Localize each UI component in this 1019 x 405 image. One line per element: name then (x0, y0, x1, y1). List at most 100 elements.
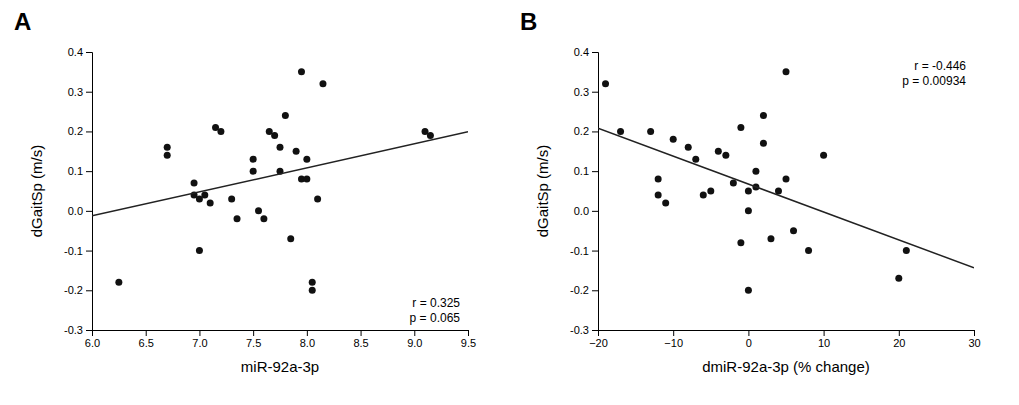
point (722, 152, 729, 159)
x-axis: −20−100102030 (589, 330, 980, 349)
point (250, 156, 257, 163)
tick-mark (86, 131, 92, 132)
point (164, 144, 171, 151)
tick: 0.3 (68, 86, 92, 98)
tick-mark (974, 330, 975, 336)
point (903, 247, 910, 254)
x-axis-line (599, 331, 975, 337)
tick-mark (592, 52, 598, 53)
point (314, 195, 321, 202)
tick-label: 0.1 (574, 165, 589, 177)
tick-mark (592, 131, 598, 132)
tick-mark (86, 92, 92, 93)
tick-mark (86, 211, 92, 212)
tick-label: 0.3 (574, 86, 589, 98)
tick-mark (86, 171, 92, 172)
point (752, 168, 759, 175)
point (255, 207, 262, 214)
regression-line (92, 132, 468, 216)
tick-label: 0.0 (68, 205, 83, 217)
point (707, 188, 714, 195)
point (298, 68, 305, 75)
tick: 10 (818, 330, 830, 349)
tick-label: 0.2 (574, 125, 589, 137)
tick-label: 30 (968, 337, 980, 349)
y-axis-title: dGaitSp (m/s) (28, 145, 45, 238)
tick: 0.2 (574, 125, 598, 137)
tick-mark (253, 330, 254, 336)
point (692, 156, 699, 163)
tick-label: 0.1 (68, 165, 83, 177)
y-axis-line (592, 53, 599, 331)
point (196, 247, 203, 254)
point (715, 148, 722, 155)
point (685, 144, 692, 151)
tick: -0.2 (570, 284, 598, 296)
tick-label: 6.0 (85, 337, 100, 349)
tick: 0.1 (574, 165, 598, 177)
point (309, 287, 316, 294)
tick: 0.0 (574, 205, 598, 217)
x-axis: 6.06.57.07.58.08.59.09.5 (85, 330, 476, 349)
marks (92, 68, 468, 293)
point (250, 168, 257, 175)
point (309, 279, 316, 286)
tick: 0.2 (68, 125, 92, 137)
tick: 6.5 (139, 330, 154, 349)
tick: 6.0 (85, 330, 100, 349)
tick-label: 9.0 (407, 337, 422, 349)
tick-mark (592, 330, 598, 331)
point (745, 287, 752, 294)
tick-label: 9.5 (461, 337, 476, 349)
point (303, 156, 310, 163)
tick: −20 (589, 330, 608, 349)
tick: 30 (968, 330, 980, 349)
tick-label: 10 (818, 337, 830, 349)
point (164, 152, 171, 159)
x-axis-line (93, 331, 469, 337)
tick-label: -0.3 (64, 324, 83, 336)
point (234, 215, 241, 222)
tick-label: 0.4 (574, 46, 589, 58)
tick-label: -0.1 (64, 245, 83, 257)
tick-label: −20 (589, 337, 608, 349)
point (303, 176, 310, 183)
point (271, 132, 278, 139)
tick-mark (673, 330, 674, 336)
point (670, 136, 677, 143)
point (617, 128, 624, 135)
tick-mark (592, 211, 598, 212)
point (602, 80, 609, 87)
tick-label: 6.5 (139, 337, 154, 349)
panel-label: B (520, 8, 537, 35)
tick-mark (361, 330, 362, 336)
tick-label: 8.0 (300, 337, 315, 349)
point (737, 239, 744, 246)
tick: 7.5 (246, 330, 261, 349)
point (655, 191, 662, 198)
point (228, 195, 235, 202)
tick-label: 0 (746, 337, 752, 349)
tick: 9.0 (407, 330, 422, 349)
point (790, 227, 797, 234)
point (115, 279, 122, 286)
tick-mark (592, 290, 598, 291)
tick: 9.5 (461, 330, 476, 349)
tick-mark (592, 171, 598, 172)
point (745, 207, 752, 214)
annotation-line: p = 0.00934 (902, 74, 966, 88)
panel: −20−100102030-0.3-0.2-0.10.00.10.20.30.4… (534, 46, 981, 375)
point (805, 247, 812, 254)
point (207, 199, 214, 206)
point (700, 191, 707, 198)
marks (598, 68, 974, 293)
tick-mark (592, 251, 598, 252)
tick: 0.4 (68, 46, 92, 58)
annotation-line: r = -0.446 (914, 59, 966, 73)
tick-mark (86, 251, 92, 252)
tick-mark (86, 290, 92, 291)
point (745, 188, 752, 195)
point (427, 132, 434, 139)
tick: -0.1 (570, 245, 598, 257)
point (895, 275, 902, 282)
